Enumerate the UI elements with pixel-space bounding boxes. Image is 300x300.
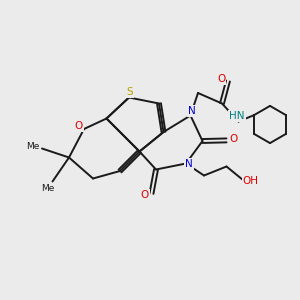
Text: O: O (217, 74, 226, 85)
Text: S: S (126, 87, 133, 98)
Text: HN: HN (229, 111, 245, 121)
Text: Me: Me (41, 184, 55, 193)
Text: O: O (74, 121, 83, 131)
Text: N: N (188, 106, 196, 116)
Text: N: N (185, 159, 193, 169)
Text: Me: Me (26, 142, 40, 151)
Text: O: O (141, 190, 149, 200)
Text: O: O (229, 134, 237, 144)
Text: OH: OH (242, 176, 259, 187)
